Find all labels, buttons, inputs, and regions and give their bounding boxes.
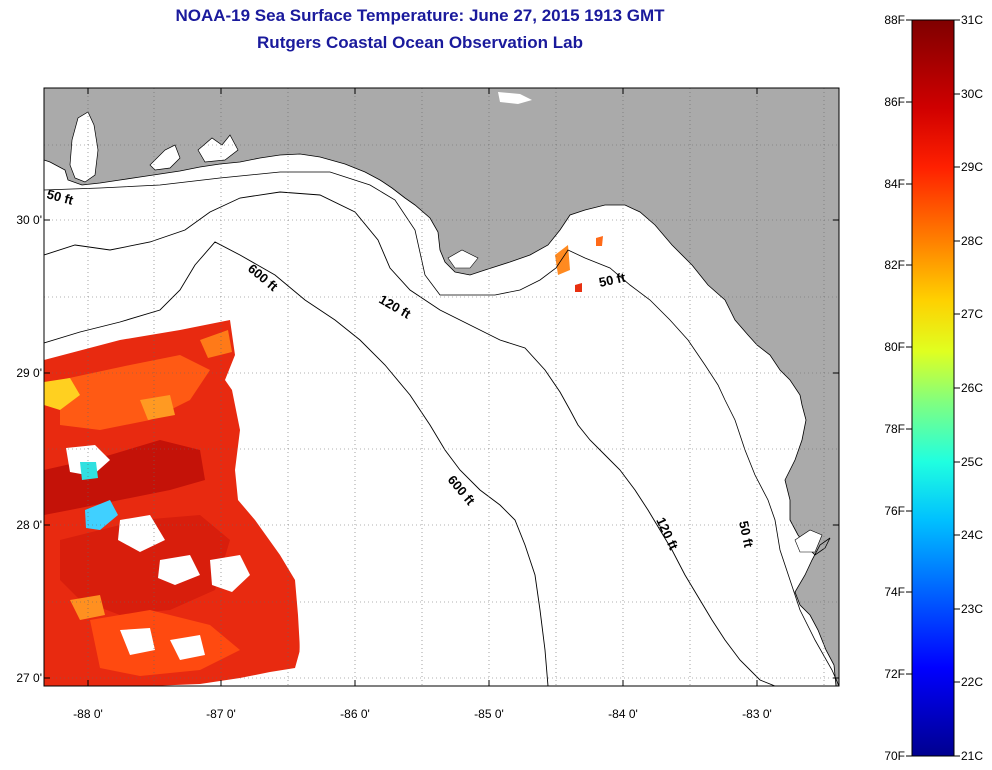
cb-f-70: 70F [884, 749, 905, 763]
lat-label-30: 30 0' [16, 213, 42, 227]
cb-c-22: 22C [961, 675, 983, 689]
map-subtitle: Rutgers Coastal Ocean Observation Lab [257, 33, 583, 52]
colorbar [911, 19, 955, 757]
map-border [43, 87, 840, 687]
land-mass [44, 88, 839, 686]
contour-label-50ft-east: 50 ft [598, 270, 628, 290]
lon-label-86: -86 0' [340, 707, 370, 721]
cb-c-30: 30C [961, 87, 983, 101]
cb-c-21: 21C [961, 749, 983, 763]
cb-f-88: 88F [884, 13, 905, 27]
cb-c-28: 28C [961, 234, 983, 248]
axis-ticks [44, 88, 839, 686]
mobile-bay [69, 111, 99, 183]
contour-label-50ft-south: 50 ft [736, 520, 756, 550]
lon-label-85: -85 0' [474, 707, 504, 721]
graticule [44, 88, 839, 686]
depth-contours [44, 171, 839, 686]
cb-f-78: 78F [884, 422, 905, 436]
lat-label-29: 29 0' [16, 366, 42, 380]
inland-lake [498, 92, 532, 104]
apalachicola-bay [447, 249, 479, 269]
contour-label-50ft-west: 50 ft [45, 186, 75, 208]
lon-label-84: -84 0' [608, 707, 638, 721]
lon-label-83: -83 0' [742, 707, 772, 721]
cb-f-82: 82F [884, 258, 905, 272]
lat-label-28: 28 0' [16, 518, 42, 532]
cb-f-72: 72F [884, 667, 905, 681]
cb-f-76: 76F [884, 504, 905, 518]
map-title: NOAA-19 Sea Surface Temperature: June 27… [175, 6, 665, 25]
lon-label-87: -87 0' [206, 707, 236, 721]
sst-data-layer [44, 236, 603, 686]
cb-f-74: 74F [884, 585, 905, 599]
cb-f-80: 80F [884, 340, 905, 354]
cb-f-84: 84F [884, 177, 905, 191]
pensacola-bay [149, 144, 181, 171]
cb-f-86: 86F [884, 95, 905, 109]
cb-c-25: 25C [961, 455, 983, 469]
tampa-bay [794, 529, 823, 553]
cb-c-31: 31C [961, 13, 983, 27]
cb-c-26: 26C [961, 381, 983, 395]
cb-c-24: 24C [961, 528, 983, 542]
cb-c-23: 23C [961, 602, 983, 616]
lat-label-27: 27 0' [16, 671, 42, 685]
cb-c-29: 29C [961, 160, 983, 174]
choctawhatchee-bay [197, 134, 239, 163]
cb-c-27: 27C [961, 307, 983, 321]
colorbar-ticks [906, 19, 960, 757]
lon-label-88: -88 0' [73, 707, 103, 721]
